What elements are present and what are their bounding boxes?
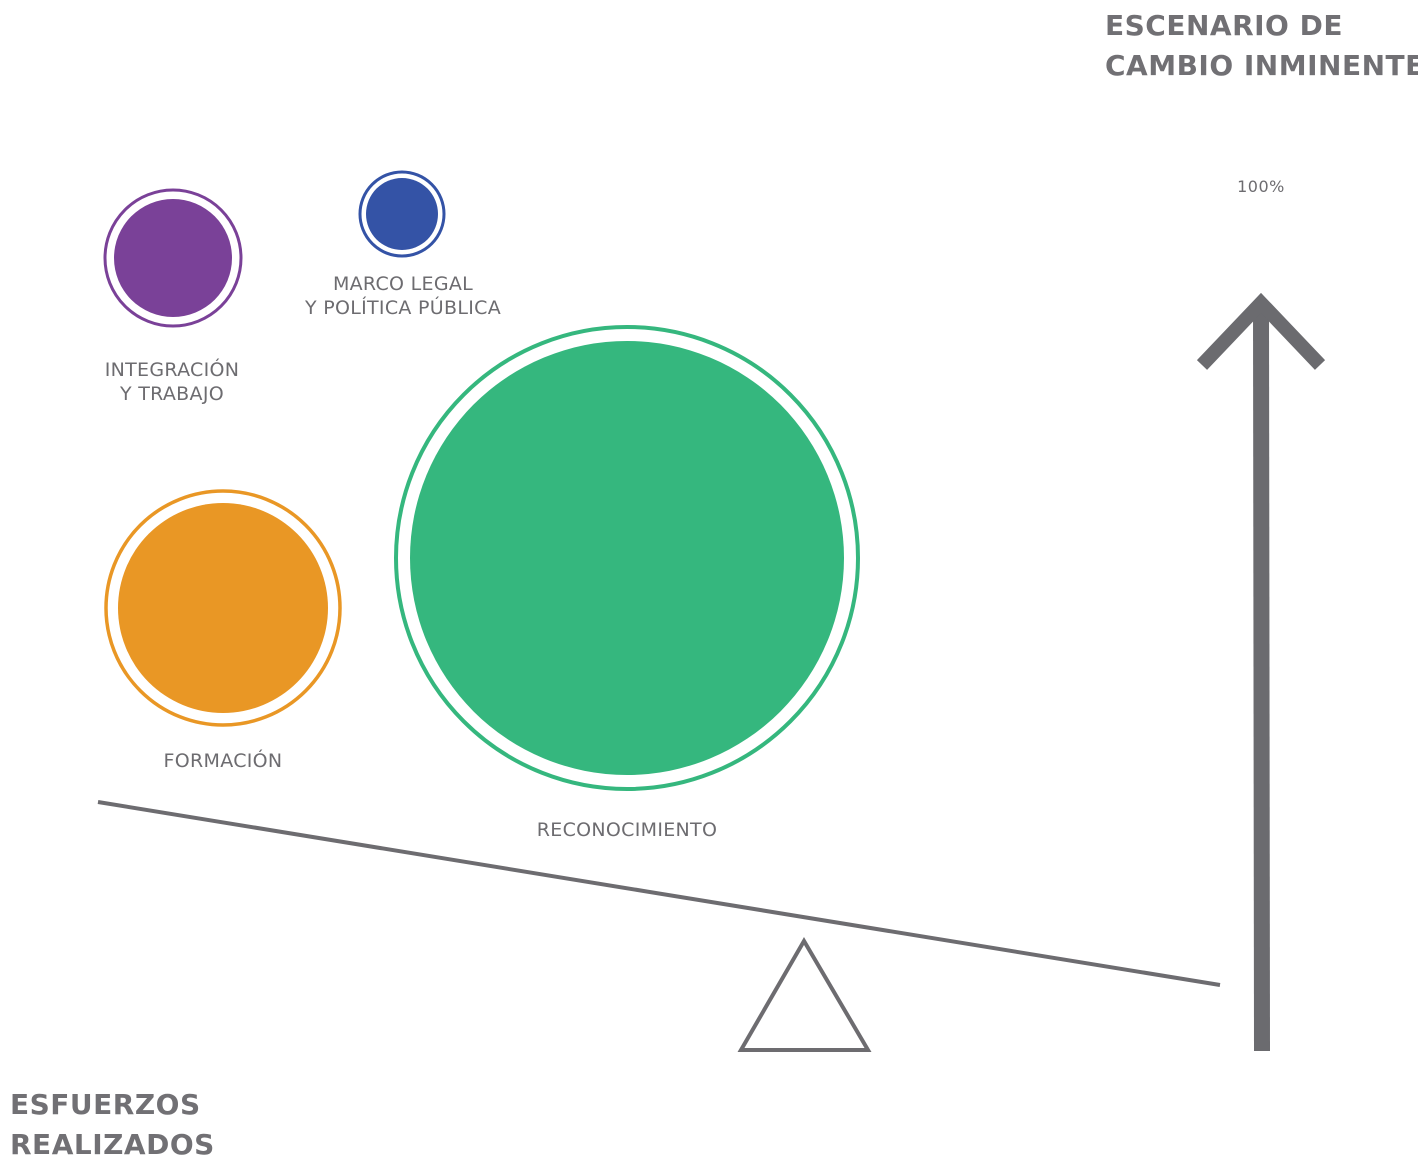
target-title-line-1: ESCENARIO DE [1105, 9, 1343, 42]
circle-reconocimiento [394, 325, 860, 791]
circle-formacion [104, 489, 342, 727]
label-line: INTEGRACIÓN [104, 359, 240, 381]
label-reconocimiento: RECONOCIMIENTO [477, 818, 777, 842]
label-line: Y POLÍTICA PÚBLICA [304, 297, 501, 319]
balance-beam [97, 800, 1221, 987]
label-line: FORMACIÓN [163, 750, 283, 772]
label-line: MARCO LEGAL [332, 273, 474, 295]
circle-marco-legal [358, 170, 446, 258]
scale-percent-label: 100% [1237, 177, 1285, 196]
label-line: RECONOCIMIENTO [536, 819, 718, 841]
label-formacion: FORMACIÓN [123, 749, 323, 773]
label-integracion: INTEGRACIÓN Y TRABAJO [72, 358, 272, 406]
label-marco-legal: MARCO LEGAL Y POLÍTICA PÚBLICA [283, 272, 523, 320]
up-arrow-icon [1196, 292, 1326, 1052]
fulcrum-triangle [737, 937, 872, 1052]
efforts-title-line-2: REALIZADOS [10, 1128, 215, 1161]
efforts-title-line-1: ESFUERZOS [10, 1088, 201, 1121]
circle-integracion [103, 188, 243, 328]
label-line: Y TRABAJO [120, 383, 224, 405]
target-title-line-2: CAMBIO INMINENTE [1105, 49, 1418, 82]
efforts-title: ESFUERZOS REALIZADOS [10, 1085, 215, 1165]
target-scenario-title: ESCENARIO DE CAMBIO INMINENTE [1105, 6, 1418, 86]
